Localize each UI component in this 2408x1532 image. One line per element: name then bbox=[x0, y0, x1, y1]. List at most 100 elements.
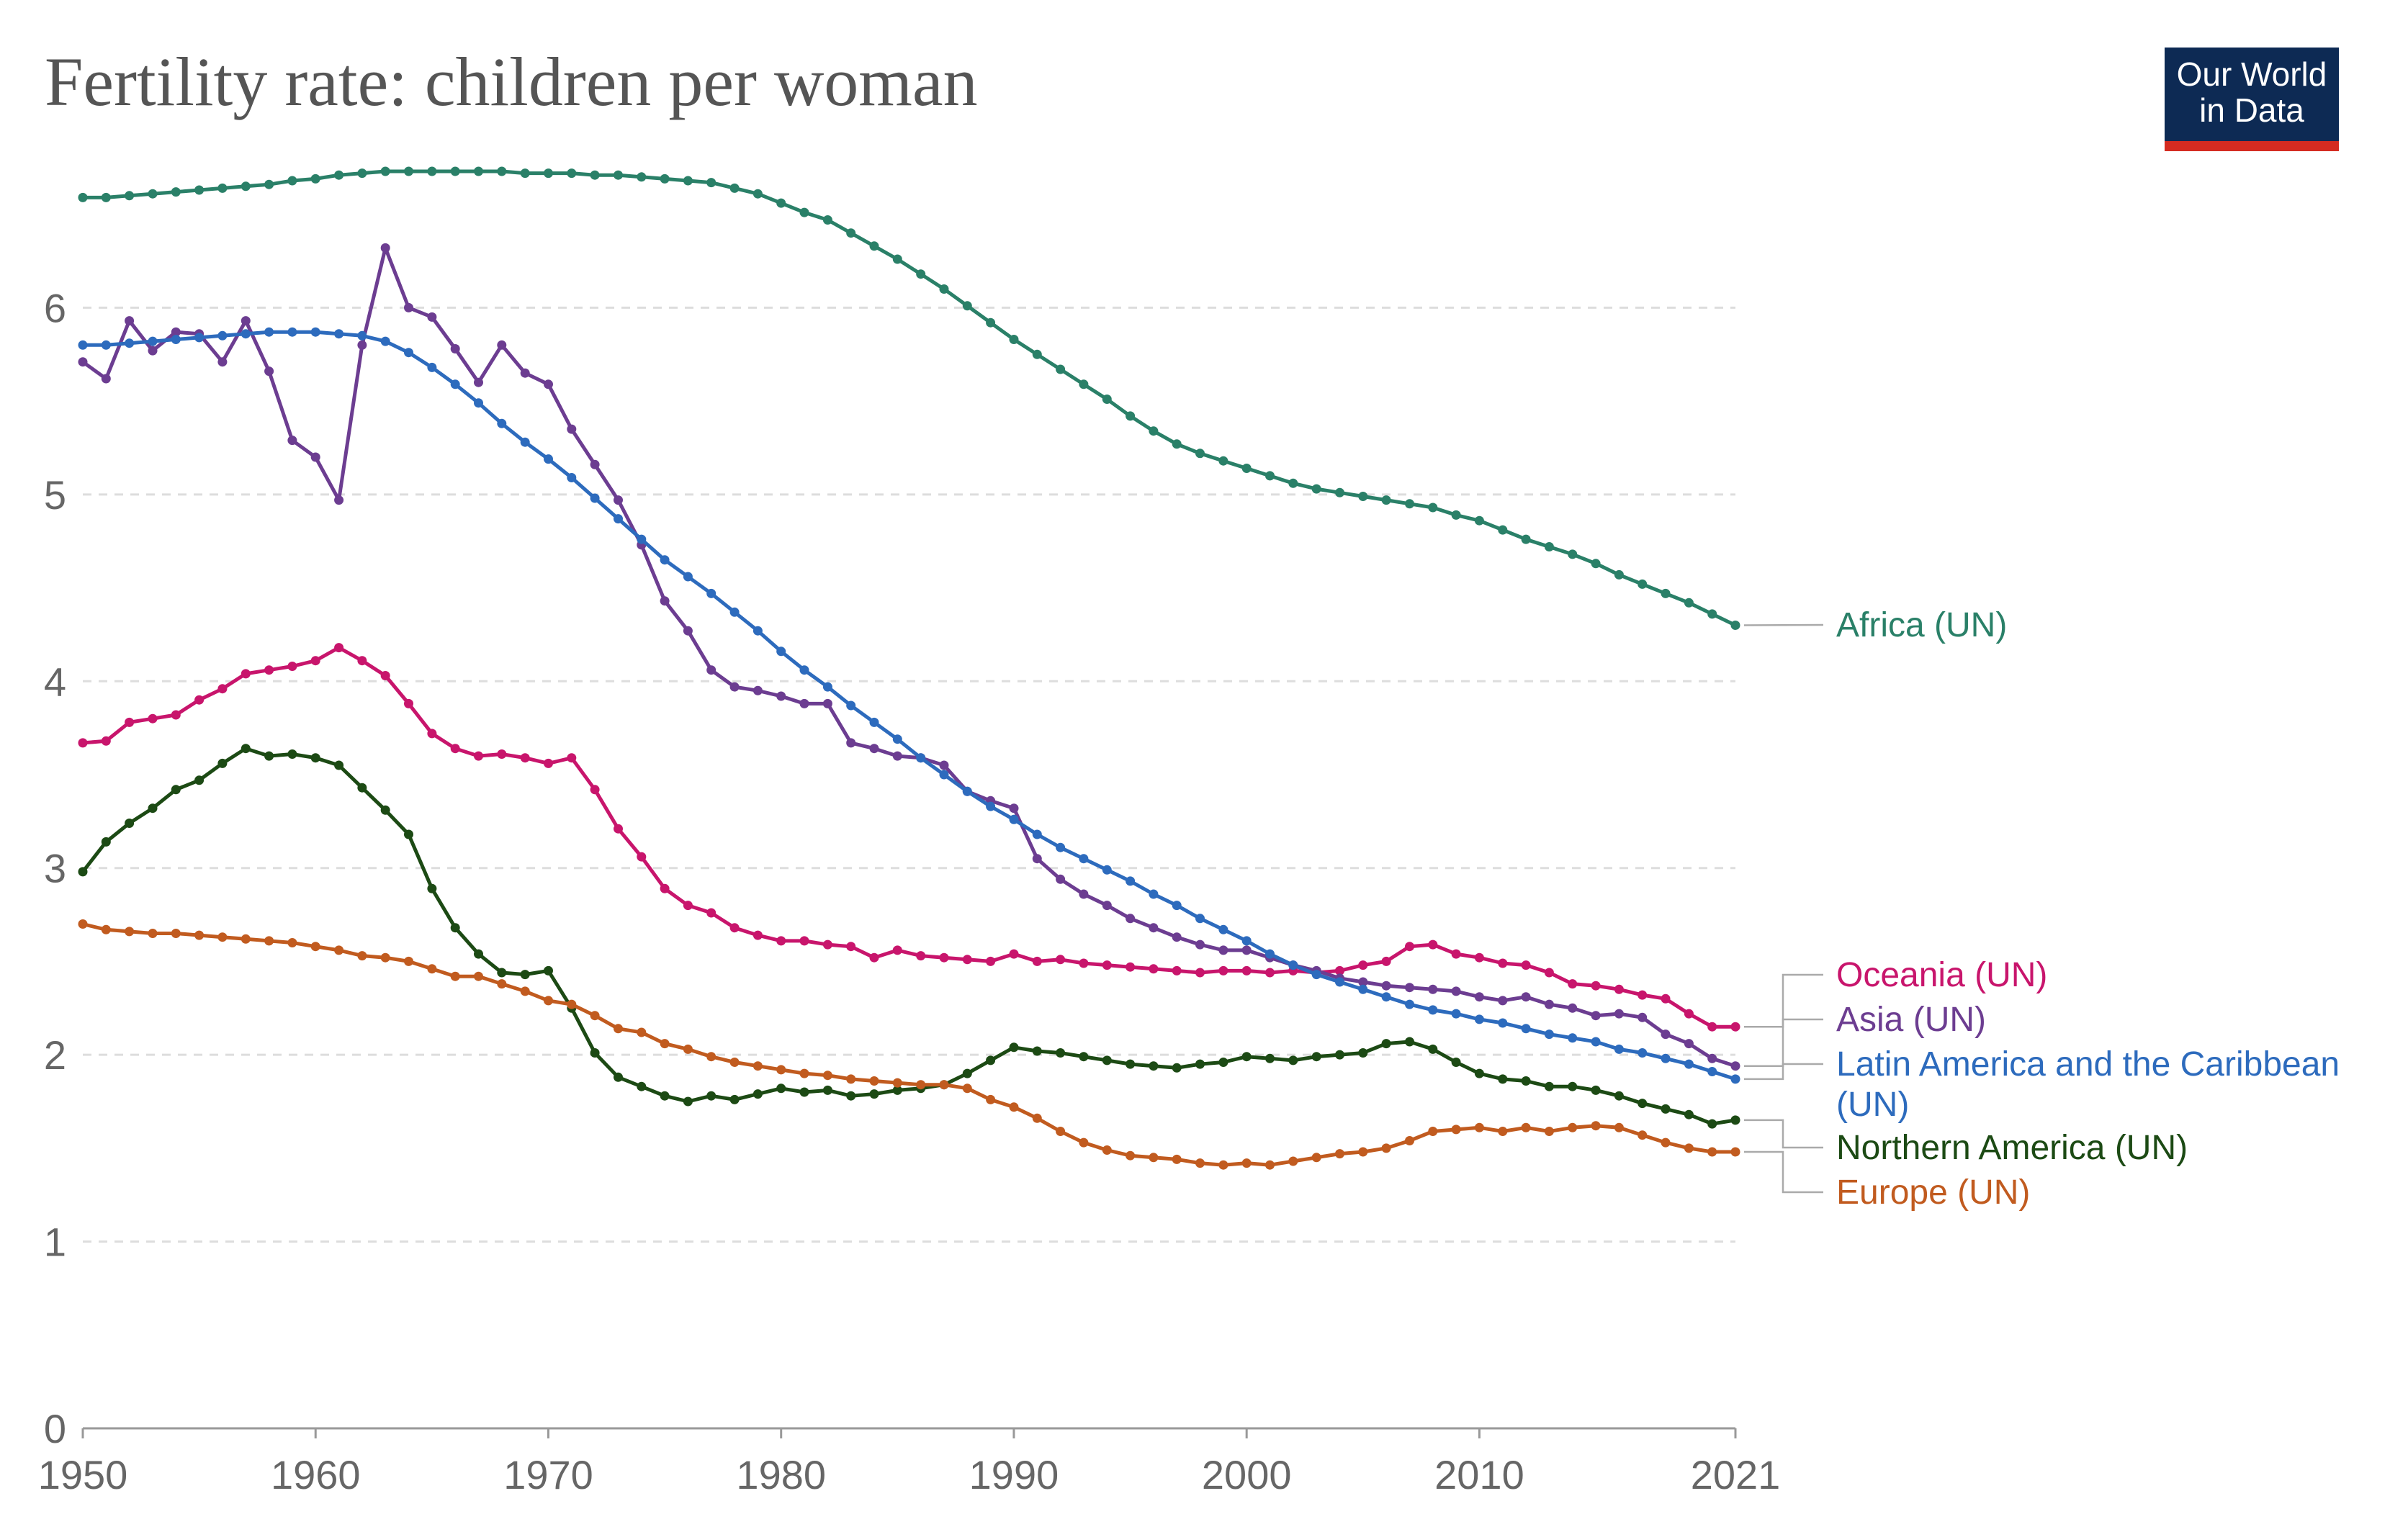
series-line-3 bbox=[83, 330, 1736, 1081]
x-tick-label-1980: 1980 bbox=[736, 1452, 826, 1497]
data-point-0-2011 bbox=[1498, 525, 1508, 535]
data-point-1-1971 bbox=[567, 753, 577, 763]
data-point-0-1981 bbox=[799, 207, 809, 217]
data-point-1-1961 bbox=[334, 643, 344, 653]
data-point-2-1997 bbox=[1172, 932, 1182, 942]
legend-label-2-0[interactable]: Asia (UN) bbox=[1836, 1001, 1986, 1039]
data-point-1-2013 bbox=[1544, 968, 1554, 978]
data-point-3-1993 bbox=[1079, 854, 1089, 864]
data-point-4-2013 bbox=[1544, 1081, 1554, 1091]
data-point-2-2007 bbox=[1405, 983, 1414, 993]
data-point-0-2001 bbox=[1265, 471, 1275, 481]
data-point-2-1954 bbox=[171, 327, 181, 337]
data-point-1-2017 bbox=[1637, 990, 1648, 1000]
legend-label-0-0[interactable]: Africa (UN) bbox=[1836, 606, 2007, 644]
data-point-0-1961 bbox=[334, 170, 344, 180]
data-point-0-1968 bbox=[497, 166, 507, 176]
data-point-3-1959 bbox=[287, 327, 297, 337]
data-point-4-1955 bbox=[194, 775, 205, 785]
data-point-1-1960 bbox=[310, 656, 320, 666]
data-point-1-1997 bbox=[1172, 965, 1182, 975]
data-point-1-1980 bbox=[776, 936, 786, 946]
data-point-3-1984 bbox=[869, 717, 879, 727]
data-point-0-1979 bbox=[752, 189, 763, 199]
data-point-3-1950 bbox=[78, 340, 88, 350]
data-point-5-2014 bbox=[1568, 1122, 1578, 1132]
legend-label-5-0[interactable]: Europe (UN) bbox=[1836, 1173, 2030, 1212]
data-point-5-1990 bbox=[1009, 1102, 1019, 1112]
data-point-0-1992 bbox=[1056, 364, 1066, 374]
data-point-0-2015 bbox=[1591, 559, 1601, 569]
data-point-3-1956 bbox=[217, 330, 228, 341]
data-point-2-1999 bbox=[1218, 945, 1228, 955]
data-point-2-1983 bbox=[846, 738, 856, 748]
data-point-4-2011 bbox=[1498, 1074, 1508, 1084]
x-tick-label-1960: 1960 bbox=[271, 1452, 361, 1497]
legend-label-4-0[interactable]: Northern America (UN) bbox=[1836, 1129, 2188, 1167]
data-point-5-1956 bbox=[217, 932, 228, 942]
data-point-5-1987 bbox=[939, 1080, 949, 1090]
data-point-2-2017 bbox=[1637, 1012, 1648, 1022]
data-point-5-2021 bbox=[1730, 1147, 1740, 1157]
data-point-3-2003 bbox=[1311, 970, 1321, 980]
data-point-0-1990 bbox=[1009, 335, 1019, 344]
data-point-0-2005 bbox=[1358, 492, 1368, 501]
data-point-5-1980 bbox=[776, 1065, 786, 1075]
data-point-5-1954 bbox=[171, 929, 181, 938]
data-point-2-2005 bbox=[1358, 977, 1368, 987]
data-point-1-2011 bbox=[1498, 958, 1508, 968]
data-point-4-1978 bbox=[729, 1094, 740, 1104]
data-point-1-1987 bbox=[939, 952, 949, 963]
data-point-2-1973 bbox=[614, 495, 623, 505]
data-point-5-1964 bbox=[404, 956, 413, 966]
data-point-4-1958 bbox=[264, 751, 274, 761]
data-point-3-2015 bbox=[1591, 1037, 1601, 1047]
data-point-0-2004 bbox=[1335, 487, 1344, 497]
data-point-1-2000 bbox=[1241, 965, 1252, 975]
data-point-0-1988 bbox=[962, 301, 972, 311]
data-point-4-1991 bbox=[1032, 1046, 1042, 1056]
data-point-1-1967 bbox=[474, 751, 483, 761]
data-point-2-1950 bbox=[78, 357, 88, 367]
data-point-4-2003 bbox=[1311, 1052, 1321, 1062]
data-point-0-1989 bbox=[986, 317, 996, 328]
data-point-3-2007 bbox=[1405, 999, 1414, 1009]
data-point-0-1951 bbox=[101, 192, 111, 202]
data-point-3-1979 bbox=[752, 626, 763, 636]
data-point-4-1961 bbox=[334, 760, 344, 770]
data-point-4-1969 bbox=[520, 970, 530, 980]
data-point-1-1981 bbox=[799, 936, 809, 946]
data-point-3-2014 bbox=[1568, 1033, 1578, 1043]
data-point-3-1957 bbox=[241, 329, 251, 339]
data-point-1-1950 bbox=[78, 738, 88, 748]
series-3 bbox=[78, 327, 1740, 1084]
legend-connector-5 bbox=[1744, 1150, 1823, 1194]
data-point-1-1985 bbox=[892, 945, 902, 955]
data-point-3-2018 bbox=[1661, 1053, 1671, 1063]
data-point-1-2008 bbox=[1428, 940, 1438, 950]
data-point-4-1999 bbox=[1218, 1058, 1228, 1067]
legend: Africa (UN) Oceania (UN) Asia (UN) Latin Am… bbox=[1743, 606, 2340, 1212]
data-point-1-1989 bbox=[986, 956, 996, 966]
data-point-3-1976 bbox=[683, 572, 693, 582]
legend-label-1-0[interactable]: Oceania (UN) bbox=[1836, 956, 2047, 994]
data-point-4-1981 bbox=[799, 1087, 809, 1097]
data-point-2-1964 bbox=[404, 302, 413, 312]
data-point-0-2017 bbox=[1637, 579, 1648, 589]
data-point-5-2005 bbox=[1358, 1147, 1368, 1157]
y-tick-label-4: 4 bbox=[44, 659, 66, 704]
data-point-5-1977 bbox=[706, 1052, 716, 1062]
data-point-2-1966 bbox=[450, 344, 460, 353]
data-point-0-2014 bbox=[1568, 549, 1578, 559]
legend-label-3-1[interactable]: (UN) bbox=[1836, 1086, 1909, 1124]
legend-label-3-0[interactable]: Latin America and the Caribbean bbox=[1836, 1045, 2340, 1083]
data-point-2-1976 bbox=[683, 626, 693, 636]
data-point-0-1986 bbox=[916, 269, 926, 279]
data-point-5-1976 bbox=[683, 1044, 693, 1054]
owid-logo[interactable]: Our World in Data bbox=[2165, 48, 2339, 151]
y-tick-label-2: 2 bbox=[44, 1032, 66, 1078]
data-point-2-1972 bbox=[590, 459, 600, 469]
data-point-5-1988 bbox=[962, 1083, 972, 1094]
data-point-2-1995 bbox=[1126, 914, 1136, 924]
data-point-3-2021 bbox=[1730, 1074, 1740, 1084]
